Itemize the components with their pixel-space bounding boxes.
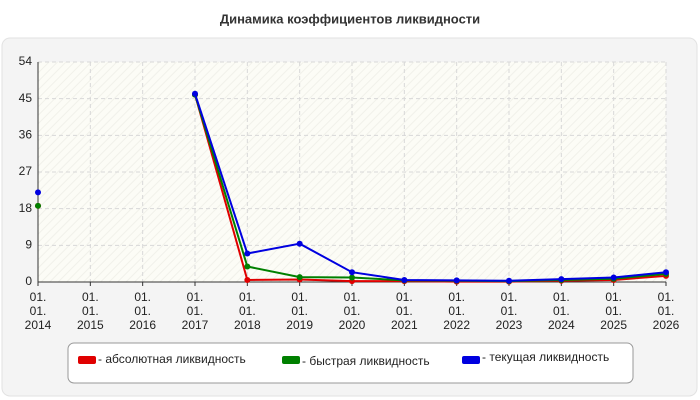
y-tick-label: 9 [25,238,32,252]
x-tick-label: 01. 01. 2019 [286,290,313,332]
legend-swatch [462,356,480,364]
point [558,276,565,283]
x-tick-label: 01. 01. 2026 [652,290,680,332]
x-tick-label: 01. 01. 2017 [181,290,209,332]
legend-swatch [78,356,96,364]
point [349,269,355,276]
series-line [194,93,667,282]
y-tick-label: 27 [19,164,33,178]
point [349,274,355,281]
x-tick-label: 01. 01. 2024 [547,290,575,332]
chart-title: Динамика коэффициентов ликвидности [220,11,480,26]
point [610,274,617,281]
point [296,240,303,247]
x-tick-label: 01. 01. 2018 [233,290,261,332]
y-tick-label: 54 [19,54,33,68]
legend-label: - текущая ликвидность [482,350,609,364]
point [296,274,303,281]
point [401,276,408,283]
point [663,269,669,276]
x-tick-label: 01. 01. 2023 [495,290,523,332]
x-tick-label: 01. 01. 2022 [443,290,470,332]
y-tick-label: 45 [19,91,33,105]
legend-label: - быстрая ликвидность [302,354,430,368]
x-tick-label: 01. 01. 2020 [338,290,366,332]
point [35,202,41,209]
point [244,276,251,283]
point [453,277,460,284]
legend-label: - абсолютная ликвидность [98,352,246,366]
point [506,277,512,284]
x-tick-label: 01. 01. 2014 [24,290,52,332]
x-tick-label: 01. 01. 2021 [390,290,418,332]
point [35,189,41,196]
legend-swatch [282,356,300,364]
point [244,263,251,270]
y-tick-label: 18 [19,201,33,215]
y-tick-label: 0 [25,274,32,288]
point [192,90,198,97]
x-tick-label: 01. 01. 2015 [76,290,104,332]
legend [67,342,634,384]
x-tick-label: 01. 01. 2016 [129,290,156,332]
x-tick-label: 01. 01. 2025 [600,290,627,332]
point [244,250,251,257]
y-tick-label: 36 [19,128,33,142]
